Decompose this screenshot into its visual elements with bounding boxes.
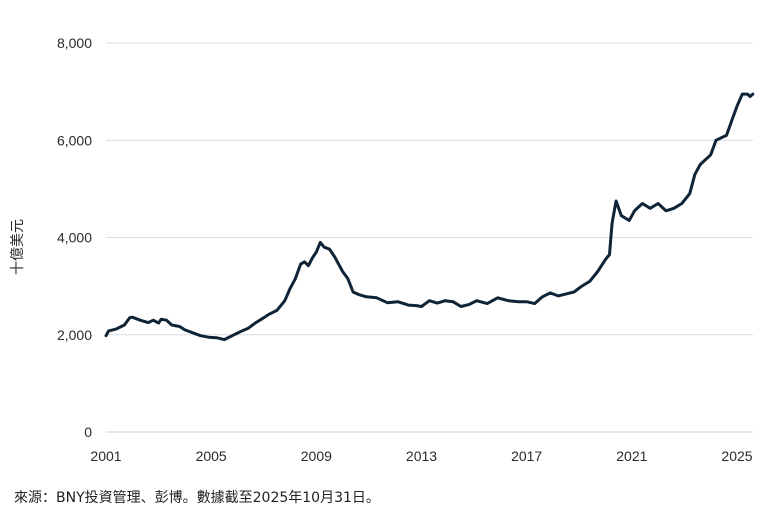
gridlines <box>106 42 753 433</box>
y-tick-label: 6,000 <box>57 132 92 148</box>
y-axis-ticks: 0 2,000 4,000 6,000 8,000 <box>57 35 92 440</box>
x-tick-label: 2001 <box>90 448 121 464</box>
y-tick-label: 0 <box>84 424 92 440</box>
y-axis-label: 十億美元 <box>10 219 26 275</box>
y-tick-label: 8,000 <box>57 35 92 51</box>
x-axis-ticks: 2001 2005 2009 2013 2017 2021 2025 <box>90 448 752 464</box>
x-tick-label: 2017 <box>511 448 542 464</box>
x-tick-label: 2009 <box>301 448 332 464</box>
x-tick-label: 2025 <box>721 448 752 464</box>
source-note: 來源：BNY投資管理、彭博。數據截至2025年10月31日。 <box>14 490 380 506</box>
x-tick-label: 2013 <box>406 448 437 464</box>
x-tick-label: 2021 <box>616 448 647 464</box>
y-tick-label: 4,000 <box>57 230 92 246</box>
series-layer <box>104 92 755 342</box>
y-tick-label: 2,000 <box>57 327 92 343</box>
series-line <box>104 92 755 342</box>
x-tick-label: 2005 <box>196 448 227 464</box>
